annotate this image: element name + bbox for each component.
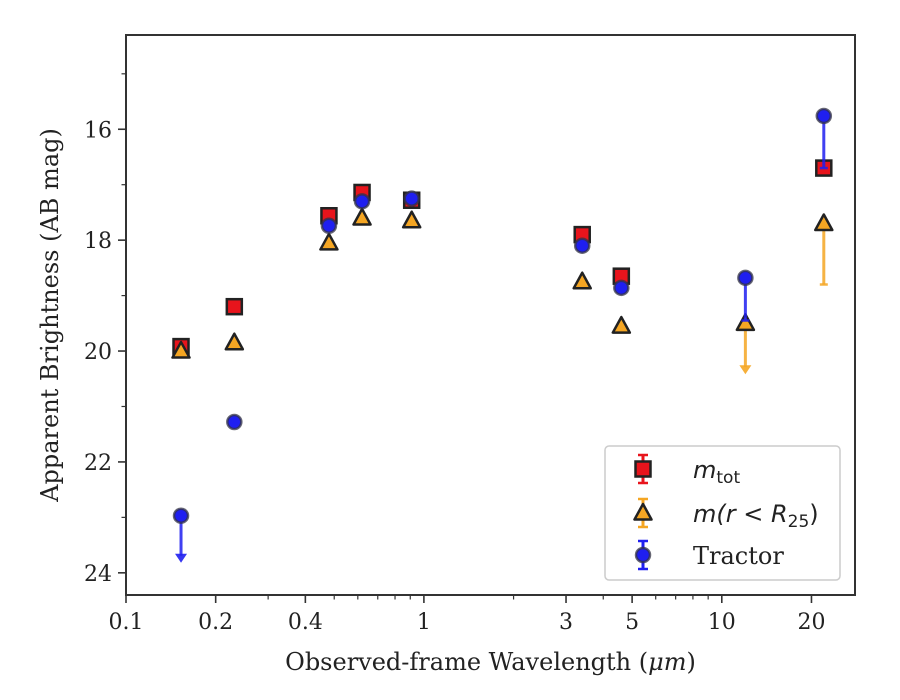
series-tractor bbox=[172, 107, 833, 563]
tractor-limit-arrow-arrowhead bbox=[175, 553, 188, 563]
legend-frame bbox=[604, 445, 841, 581]
mtot-point bbox=[225, 297, 244, 316]
m_r25-point bbox=[401, 210, 422, 229]
m_r25-point bbox=[352, 207, 372, 226]
m_r25-point bbox=[611, 315, 632, 334]
x-tick-label: 10 bbox=[708, 610, 736, 635]
m_r25-point bbox=[572, 271, 592, 290]
tractor-point bbox=[353, 193, 371, 210]
y-tick-label: 18 bbox=[84, 229, 112, 254]
m_r25-point bbox=[224, 332, 245, 351]
m_r25-point bbox=[814, 213, 834, 232]
x-tick-label: 0.4 bbox=[288, 610, 323, 635]
legend-label-m_r25: m(r < R25) bbox=[693, 500, 819, 532]
x-tick-label: 5 bbox=[625, 610, 639, 635]
m_r25-point bbox=[319, 232, 339, 251]
tractor-point bbox=[172, 507, 190, 524]
tractor-point bbox=[226, 413, 243, 431]
m_r25-limit-arrow-arrowhead bbox=[739, 365, 752, 375]
legend-label-tractor: Tractor bbox=[693, 542, 784, 570]
x-tick-label: 3 bbox=[559, 610, 573, 635]
y-tick-label: 16 bbox=[84, 118, 112, 143]
tractor-point bbox=[737, 269, 754, 287]
x-axis-title: Observed-frame Wavelength (μm) bbox=[285, 648, 696, 676]
legend: mtot m(r < R25) Tractor bbox=[604, 445, 841, 581]
legend-marker-tractor bbox=[634, 546, 652, 564]
data-marks bbox=[171, 107, 834, 563]
axis-ticks: 0.1 0.2 0.4 1 3 5 10 20 16 18 20 22 24 bbox=[84, 73, 825, 635]
tractor-point bbox=[573, 237, 591, 254]
legend-marker-m_r25 bbox=[633, 502, 653, 521]
tractor-point bbox=[403, 190, 420, 207]
m_r25-point bbox=[171, 340, 191, 359]
legend-marker-mtot bbox=[634, 460, 652, 478]
y-axis-title: Apparent Brightness (AB mag) bbox=[36, 128, 64, 503]
tractor-point bbox=[613, 279, 630, 297]
x-tick-label: 1 bbox=[417, 610, 431, 635]
m_r25-point bbox=[735, 313, 756, 332]
y-tick-label: 22 bbox=[84, 451, 112, 476]
y-tick-label: 20 bbox=[84, 340, 112, 365]
x-tick-label: 0.1 bbox=[109, 610, 144, 635]
tractor-point bbox=[320, 217, 338, 234]
x-tick-label: 20 bbox=[797, 610, 825, 635]
legend-label-mtot: mtot bbox=[693, 456, 740, 488]
series-m_r25 bbox=[171, 207, 834, 375]
tractor-point bbox=[815, 107, 833, 125]
x-tick-label: 0.2 bbox=[198, 610, 233, 635]
y-tick-label: 24 bbox=[84, 562, 112, 587]
